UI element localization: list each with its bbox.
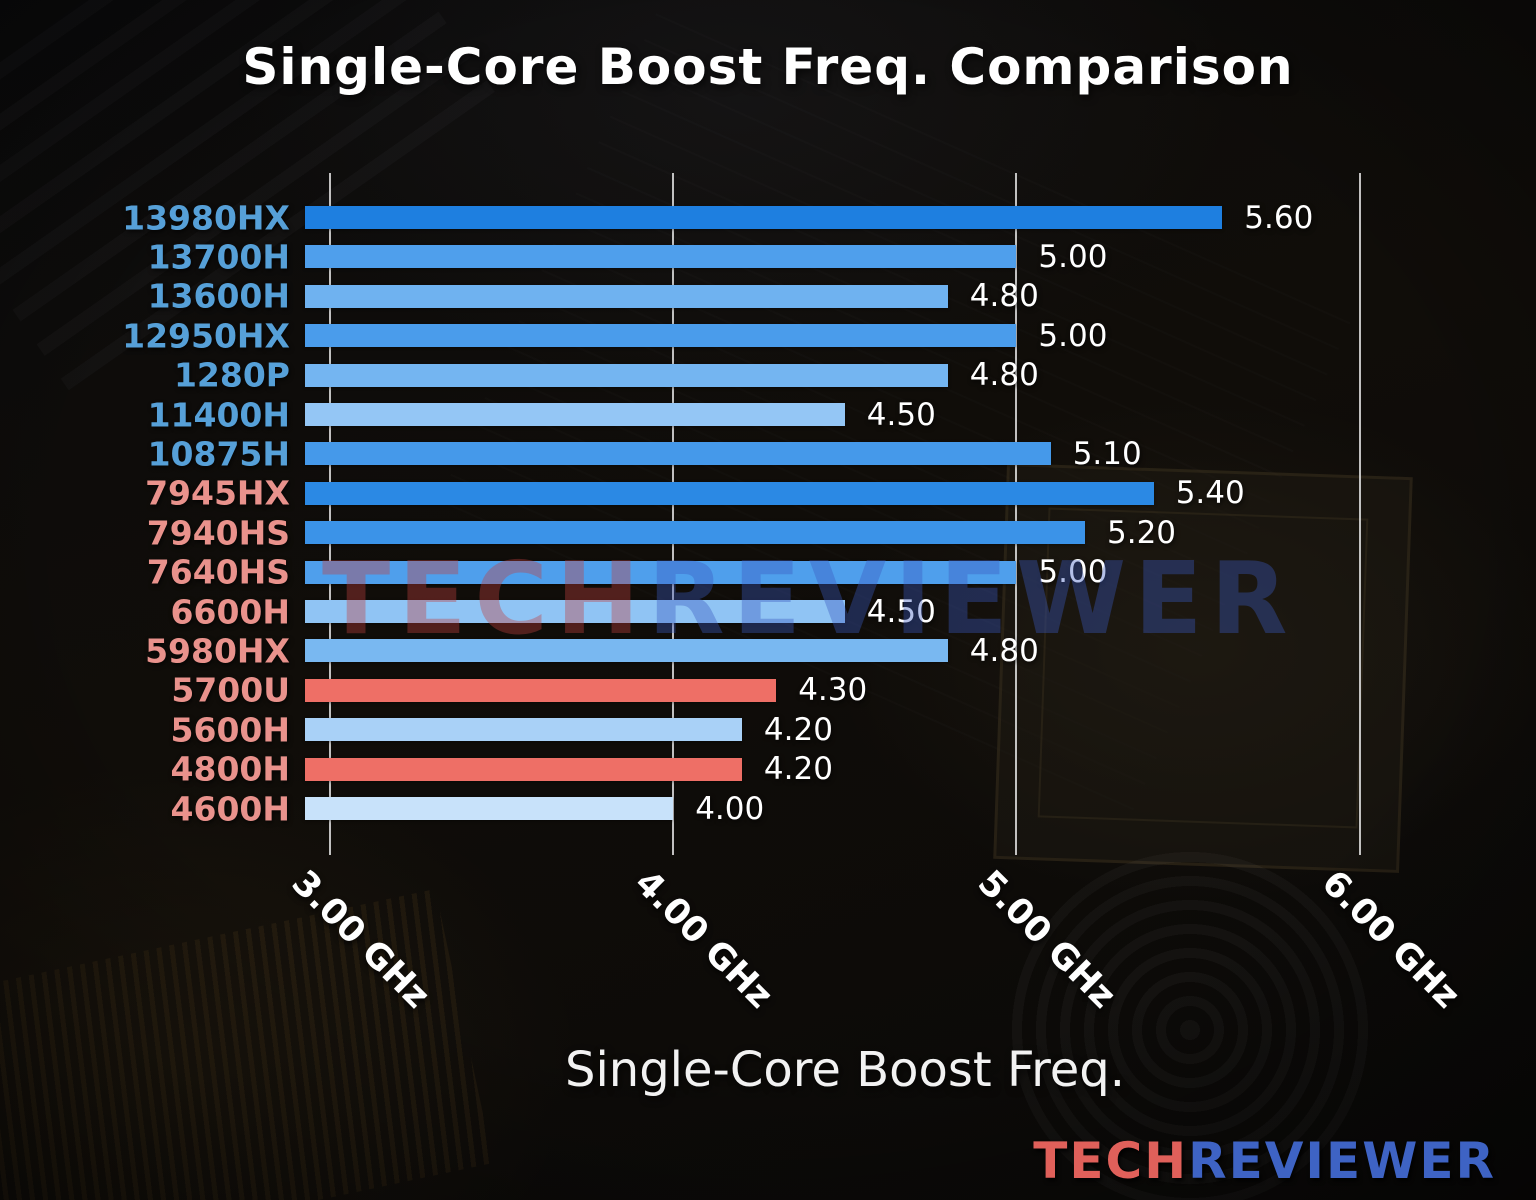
- bar: [305, 284, 948, 308]
- x-axis-label: Single-Core Boost Freq.: [564, 1042, 1126, 1098]
- value-label: 4.20: [763, 751, 833, 788]
- value-label: 5.20: [1107, 514, 1177, 551]
- value-label: 4.80: [969, 278, 1039, 315]
- value-label: 5.40: [1175, 475, 1245, 512]
- bar: [305, 481, 1154, 505]
- category-label: 13700H: [147, 237, 290, 277]
- value-label: 4.80: [969, 632, 1039, 669]
- bar: [305, 639, 948, 663]
- category-label: 13980HX: [122, 198, 290, 237]
- value-label: 4.30: [798, 672, 868, 709]
- bar: [305, 521, 1085, 545]
- value-label: 5.00: [1038, 317, 1108, 354]
- bar: [305, 245, 1017, 269]
- value-label: 5.00: [1038, 554, 1108, 591]
- value-label: 4.20: [763, 711, 833, 748]
- value-label: 4.50: [866, 396, 936, 433]
- gridline: [329, 173, 332, 855]
- bar: [305, 560, 1017, 584]
- brand-logo: TECHREVIEWER: [1033, 1132, 1496, 1190]
- x-tick-label: 6.00 GHz: [1313, 863, 1467, 1017]
- value-label: 4.50: [866, 593, 936, 630]
- category-label: 6600H: [170, 592, 290, 631]
- category-label: 7640HS: [146, 552, 290, 592]
- bar: [305, 442, 1051, 466]
- logo-reviewer: REVIEWER: [1188, 1132, 1496, 1190]
- bar: [305, 718, 742, 742]
- bar: [305, 403, 845, 426]
- gridline: [1015, 173, 1018, 855]
- category-label: 12950HX: [122, 316, 290, 356]
- plot-area: 5.60 5.00 4.80 5.00 4.80 4.50 5.10 5.40 5.20 5.00…: [305, 173, 1490, 855]
- value-label: 4.00: [695, 790, 765, 827]
- category-label: 4600H: [170, 789, 290, 828]
- gridline: [1358, 173, 1361, 855]
- category-label: 10875H: [147, 434, 290, 474]
- bar: [305, 678, 777, 702]
- chart-title: Single-Core Boost Freq. Comparison: [242, 38, 1294, 96]
- gold-pins-photo: [0, 889, 494, 1200]
- x-tick-label: 4.00 GHz: [626, 863, 781, 1017]
- logo-tech: TECH: [1033, 1132, 1189, 1190]
- x-tick-label: 5.00 GHz: [970, 863, 1124, 1017]
- bar: [305, 324, 1017, 348]
- bar: [305, 363, 948, 387]
- category-label: 11400H: [147, 395, 290, 434]
- category-label: 13600H: [147, 276, 290, 316]
- value-label: 5.60: [1244, 199, 1314, 236]
- category-label: 5700U: [171, 670, 290, 710]
- bar: [305, 757, 742, 781]
- value-label: 5.00: [1038, 238, 1108, 275]
- category-label: 7945HX: [145, 473, 290, 513]
- category-label: 5980HX: [145, 631, 290, 671]
- value-label: 4.80: [969, 357, 1039, 394]
- category-label: 7940HS: [146, 513, 290, 553]
- value-label: 5.10: [1072, 435, 1142, 472]
- bar: [305, 797, 674, 820]
- bar: [305, 600, 845, 623]
- category-label: 4800H: [170, 749, 290, 789]
- category-label: 1280P: [173, 355, 290, 395]
- category-label: 5600H: [170, 710, 290, 750]
- gridline: [672, 173, 675, 855]
- bar: [305, 206, 1223, 229]
- x-tick-label: 3.00 GHz: [283, 863, 438, 1017]
